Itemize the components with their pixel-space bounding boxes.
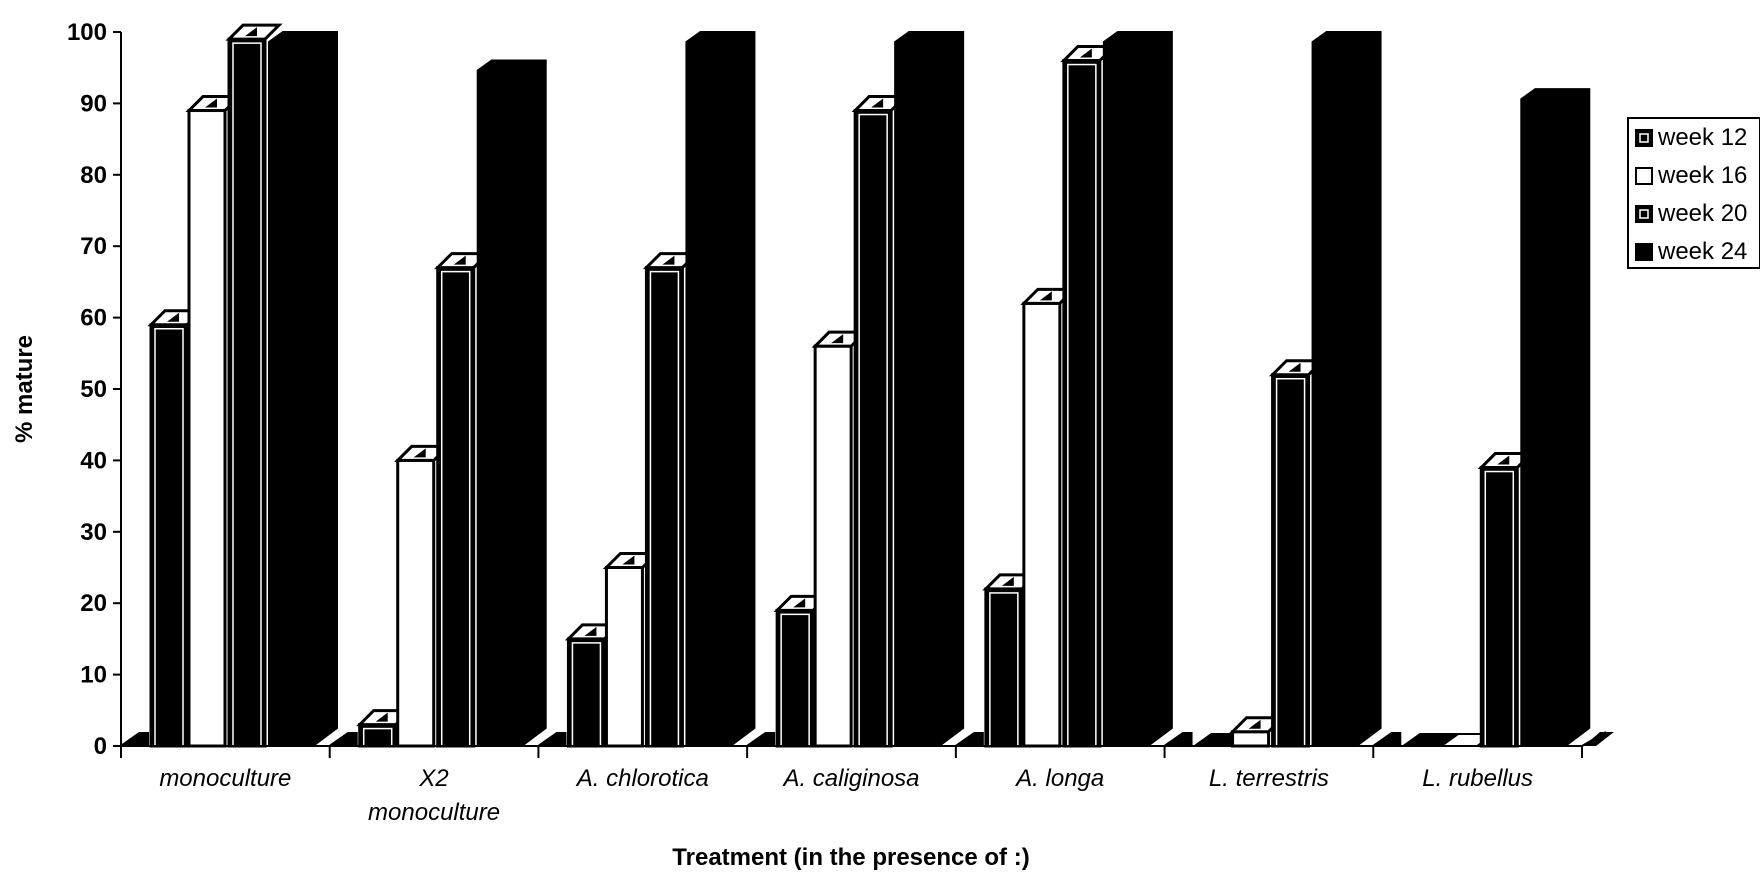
bar bbox=[894, 31, 965, 747]
bar bbox=[1102, 31, 1173, 747]
bar bbox=[476, 59, 547, 747]
legend-swatch-inner bbox=[1639, 209, 1649, 219]
bar bbox=[984, 587, 1024, 748]
x-tick-label: monoculture bbox=[159, 765, 291, 792]
bar bbox=[1479, 466, 1519, 748]
bar-top-shade bbox=[1288, 362, 1301, 372]
legend-swatch-inner bbox=[1639, 133, 1649, 143]
bar bbox=[813, 344, 853, 748]
legend-label: week 20 bbox=[1657, 200, 1747, 227]
bar bbox=[396, 458, 436, 748]
bar-top-shade bbox=[167, 312, 179, 322]
bar-top-shade bbox=[413, 448, 426, 458]
x-tick-label: A. longa bbox=[1014, 765, 1104, 792]
bar bbox=[1231, 730, 1271, 748]
legend: week 12 week 16 week 20 week 24 bbox=[1627, 117, 1760, 269]
bar bbox=[1520, 88, 1591, 747]
bar bbox=[775, 608, 815, 748]
y-tick-label: 10 bbox=[80, 662, 107, 689]
bar bbox=[644, 266, 684, 748]
y-tick-label: 40 bbox=[80, 447, 107, 474]
bar bbox=[853, 109, 893, 748]
legend-swatch bbox=[1635, 205, 1653, 223]
labels-layer: % mature Treatment (in the presence of :… bbox=[11, 19, 1533, 871]
bars-layer bbox=[119, 23, 1614, 748]
x-tick-label: L. terrestris bbox=[1209, 765, 1329, 792]
bar-top-shade bbox=[831, 334, 844, 344]
bar bbox=[604, 566, 644, 748]
bar bbox=[187, 109, 227, 748]
legend-label: week 12 bbox=[1657, 124, 1747, 151]
bar-top-shade bbox=[622, 555, 635, 565]
x-tick-label: X2 bbox=[418, 765, 448, 792]
floor-marker bbox=[1371, 732, 1402, 746]
bar-top-shade bbox=[584, 626, 597, 636]
y-tick-label: 30 bbox=[80, 519, 107, 546]
bar-top-shade bbox=[205, 98, 217, 108]
bar bbox=[1022, 301, 1062, 748]
y-tick-label: 80 bbox=[80, 162, 107, 189]
legend-swatch bbox=[1635, 129, 1653, 147]
y-tick-label: 20 bbox=[80, 590, 107, 617]
bar-top-shade bbox=[1497, 455, 1510, 465]
x-tick-label: A. chlorotica bbox=[575, 765, 709, 792]
bar-top-shade bbox=[1039, 291, 1052, 301]
bar bbox=[1271, 373, 1311, 748]
bar bbox=[566, 637, 606, 748]
floor-marker bbox=[327, 732, 358, 746]
x-axis-title: Treatment (in the presence of :) bbox=[672, 844, 1029, 871]
bar bbox=[436, 266, 476, 748]
y-tick-label: 60 bbox=[80, 305, 107, 332]
axes-layer bbox=[113, 31, 1607, 758]
bar-top-shade bbox=[793, 598, 806, 608]
floor-marker bbox=[953, 732, 984, 746]
floor-marker bbox=[1162, 732, 1193, 746]
bar-top-shade bbox=[871, 98, 884, 108]
legend-swatch bbox=[1635, 167, 1653, 185]
y-tick-label: 0 bbox=[94, 733, 107, 760]
bar bbox=[268, 31, 338, 747]
floor-marker bbox=[1584, 732, 1614, 746]
bar bbox=[149, 323, 189, 748]
x-tick-label: L. rubellus bbox=[1422, 765, 1533, 792]
y-axis-title: % mature bbox=[11, 335, 38, 443]
bar-top-shade bbox=[375, 712, 388, 722]
bar bbox=[685, 31, 756, 747]
floor-marker bbox=[119, 732, 149, 746]
bar bbox=[1311, 31, 1382, 747]
floor-marker bbox=[536, 732, 567, 746]
bar bbox=[358, 723, 398, 748]
x-tick-label: A. caliginosa bbox=[781, 765, 919, 792]
bar-top-shade bbox=[662, 255, 675, 265]
legend-label: week 24 bbox=[1657, 238, 1747, 265]
bar-top-shade bbox=[1001, 576, 1014, 586]
y-tick-label: 50 bbox=[80, 376, 107, 403]
x-tick-label: monoculture bbox=[368, 799, 500, 826]
y-tick-label: 100 bbox=[67, 19, 107, 46]
bar bbox=[1062, 59, 1102, 748]
legend-label: week 16 bbox=[1657, 162, 1747, 189]
bar-top-shade bbox=[1079, 48, 1092, 58]
bar bbox=[227, 37, 267, 748]
y-tick-label: 70 bbox=[80, 233, 107, 260]
floor-marker bbox=[745, 732, 776, 746]
y-tick-label: 90 bbox=[80, 90, 107, 117]
bar-top-shade bbox=[245, 27, 257, 37]
bar-top-shade bbox=[1248, 719, 1261, 729]
bar-top-shade bbox=[453, 255, 466, 265]
floor-edge bbox=[1581, 731, 1607, 747]
legend-swatch bbox=[1635, 243, 1653, 261]
